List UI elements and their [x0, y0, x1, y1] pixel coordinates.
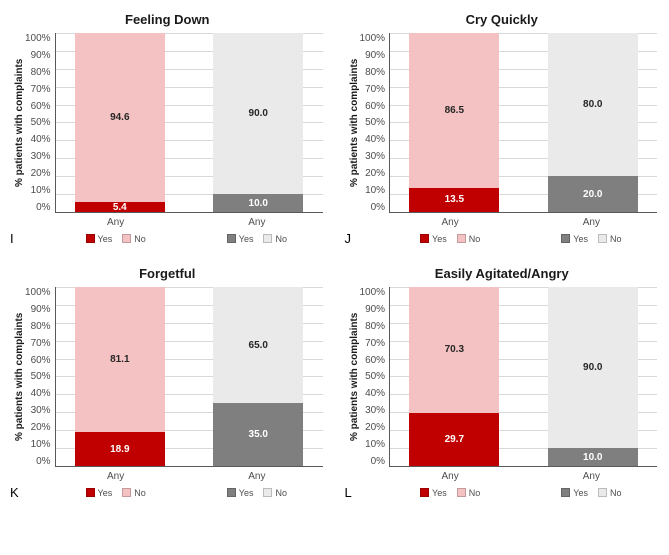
legend-gray: Yes No [212, 234, 302, 244]
panel-title: Easily Agitated/Angry [347, 266, 658, 281]
legend-red: Yes No [405, 234, 495, 244]
segment-no: 90.0 [548, 287, 638, 448]
bar-right: 10.0 90.0 [548, 287, 638, 466]
x-axis-ticks: AnyAny [50, 217, 323, 228]
segment-yes: 10.0 [548, 448, 638, 466]
panel-letter: K [10, 485, 19, 500]
swatch-no-gray [263, 234, 272, 243]
plot-area: 13.5 86.5 20.0 80.0 [389, 33, 657, 213]
x-axis-ticks: AnyAny [385, 217, 658, 228]
y-axis-label: % patients with complaints [347, 33, 360, 213]
legend-row: Yes No Yes No [385, 234, 658, 244]
segment-no: 94.6 [75, 33, 165, 202]
bar-left: 18.9 81.1 [75, 287, 165, 466]
plot-area: 18.9 81.1 35.0 65.0 [55, 287, 323, 467]
segment-yes: 29.7 [409, 413, 499, 466]
segment-no: 81.1 [75, 287, 165, 432]
segment-yes: 35.0 [213, 403, 303, 466]
segment-yes: 5.4 [75, 202, 165, 212]
panel-letter: I [10, 231, 14, 246]
panel-I: Feeling Down % patients with complaints … [12, 12, 323, 244]
swatch-no-red [122, 234, 131, 243]
plot-area: 29.7 70.3 10.0 90.0 [389, 287, 657, 467]
panel-L: Easily Agitated/Angry % patients with co… [347, 266, 658, 498]
segment-no: 70.3 [409, 287, 499, 413]
plot-area: 5.4 94.6 10.0 90.0 [55, 33, 323, 213]
segment-yes: 10.0 [213, 194, 303, 212]
bar-right: 10.0 90.0 [213, 33, 303, 212]
y-axis-ticks: 100%90%80%70%60%50%40%30%20%10%0% [360, 33, 390, 213]
segment-yes: 13.5 [409, 188, 499, 212]
legend-gray: Yes No [546, 234, 636, 244]
legend-gray: Yes No [212, 488, 302, 498]
panel-title: Feeling Down [12, 12, 323, 27]
y-axis-ticks: 100%90%80%70%60%50%40%30%20%10%0% [25, 287, 55, 467]
segment-yes: 20.0 [548, 176, 638, 212]
bar-left: 5.4 94.6 [75, 33, 165, 212]
panel-letter: L [345, 485, 352, 500]
y-axis-label: % patients with complaints [12, 33, 25, 213]
y-axis-ticks: 100%90%80%70%60%50%40%30%20%10%0% [25, 33, 55, 213]
bar-right: 35.0 65.0 [213, 287, 303, 466]
y-axis-label: % patients with complaints [12, 287, 25, 467]
bar-left: 13.5 86.5 [409, 33, 499, 212]
segment-yes: 18.9 [75, 432, 165, 466]
panel-title: Cry Quickly [347, 12, 658, 27]
chart-grid: Feeling Down % patients with complaints … [12, 12, 657, 498]
legend-row: Yes No Yes No [385, 488, 658, 498]
swatch-yes-gray [227, 234, 236, 243]
panel-K: Forgetful % patients with complaints 100… [12, 266, 323, 498]
x-axis-ticks: AnyAny [50, 471, 323, 482]
legend-red: Yes No [405, 488, 495, 498]
swatch-yes-red [86, 234, 95, 243]
bar-left: 29.7 70.3 [409, 287, 499, 466]
y-axis-ticks: 100%90%80%70%60%50%40%30%20%10%0% [360, 287, 390, 467]
x-axis-ticks: AnyAny [385, 471, 658, 482]
legend-gray: Yes No [546, 488, 636, 498]
panel-title: Forgetful [12, 266, 323, 281]
y-axis-label: % patients with complaints [347, 287, 360, 467]
legend-row: Yes No Yes No [50, 234, 323, 244]
panel-letter: J [345, 231, 352, 246]
legend-row: Yes No Yes No [50, 488, 323, 498]
segment-no: 65.0 [213, 287, 303, 403]
segment-no: 80.0 [548, 33, 638, 176]
panel-J: Cry Quickly % patients with complaints 1… [347, 12, 658, 244]
legend-red: Yes No [71, 234, 161, 244]
segment-no: 90.0 [213, 33, 303, 194]
segment-no: 86.5 [409, 33, 499, 188]
legend-red: Yes No [71, 488, 161, 498]
bar-right: 20.0 80.0 [548, 33, 638, 212]
